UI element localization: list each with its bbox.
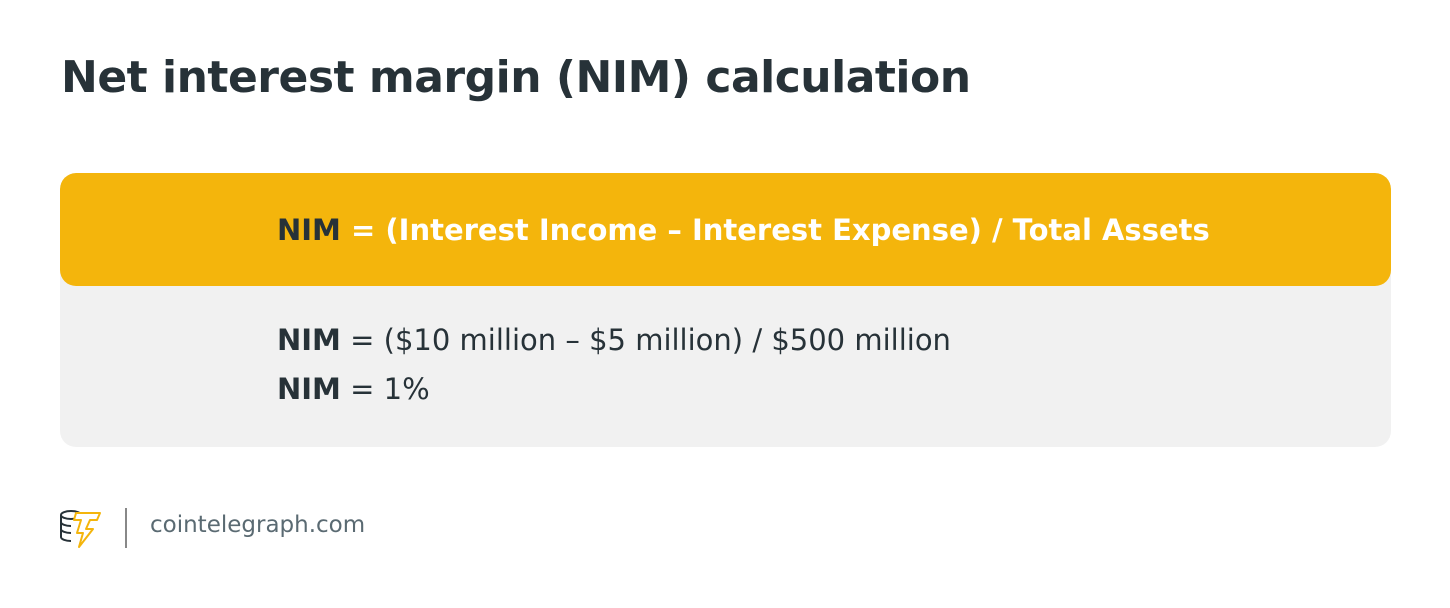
formula-band: NIM = (Interest Income – Interest Expens… [60,173,1391,286]
cointelegraph-logo-icon [60,510,101,548]
example-term: NIM [277,323,341,357]
site-url: cointelegraph.com [150,512,366,538]
example-expression: = ($10 million – $5 million) / $500 mill… [340,323,951,357]
formula-card: NIM = (Interest Income – Interest Expens… [60,173,1391,447]
example-expression: = 1% [340,372,430,406]
footer-divider [125,508,127,548]
example-line-1: NIM = ($10 million – $5 million) / $500 … [277,323,951,357]
page-title: Net interest margin (NIM) calculation [61,52,971,103]
formula-expression: = (Interest Income – Interest Expense) /… [340,212,1210,247]
example-term: NIM [277,372,341,406]
example-line-2: NIM = 1% [277,372,430,406]
formula: NIM = (Interest Income – Interest Expens… [277,213,1210,247]
formula-term: NIM [277,212,341,247]
